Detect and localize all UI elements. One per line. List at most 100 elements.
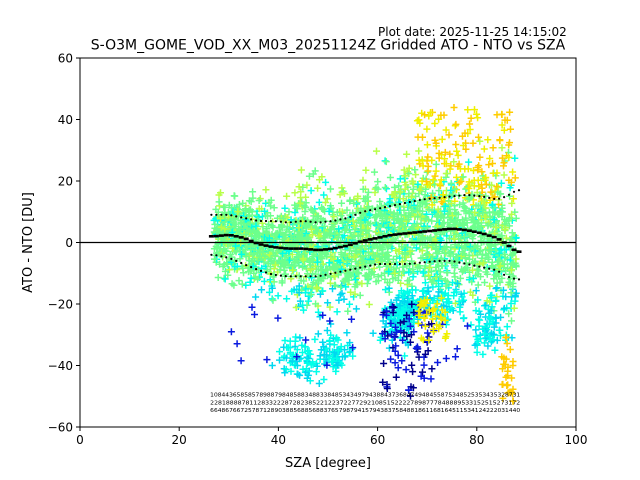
median-marker bbox=[377, 236, 383, 239]
data-point bbox=[386, 209, 394, 217]
data-point bbox=[326, 303, 334, 311]
data-point bbox=[391, 194, 399, 201]
data-point bbox=[459, 173, 467, 181]
data-point bbox=[508, 317, 515, 325]
upper-sigma-dot bbox=[468, 194, 471, 197]
data-point bbox=[362, 166, 370, 174]
data-point bbox=[508, 210, 516, 218]
data-point bbox=[449, 190, 457, 198]
data-point bbox=[288, 287, 296, 295]
lower-sigma-dot bbox=[240, 261, 243, 265]
data-point bbox=[470, 217, 478, 225]
data-point bbox=[500, 171, 508, 179]
data-point bbox=[341, 251, 349, 259]
upper-sigma-dot bbox=[453, 195, 456, 198]
median-marker bbox=[437, 228, 443, 232]
data-point bbox=[429, 253, 437, 261]
data-point bbox=[368, 269, 376, 276]
data-point bbox=[465, 185, 473, 192]
plot-date: Plot date: 2025-11-25 14:15:02 bbox=[378, 25, 567, 39]
data-point bbox=[405, 164, 413, 172]
data-point bbox=[352, 305, 360, 313]
lower-sigma-dot bbox=[235, 259, 238, 262]
upper-sigma-dot bbox=[413, 199, 416, 203]
data-point bbox=[459, 199, 467, 207]
data-point bbox=[261, 207, 269, 215]
data-point bbox=[500, 260, 508, 268]
upper-sigma-dot bbox=[245, 217, 248, 220]
median-marker bbox=[387, 234, 393, 237]
data-point bbox=[302, 285, 310, 293]
median-marker bbox=[352, 242, 358, 245]
data-point bbox=[359, 185, 367, 193]
lower-sigma-dot bbox=[458, 261, 461, 264]
data-point bbox=[381, 254, 389, 262]
x-tick-label: 0 bbox=[76, 433, 84, 447]
y-tick-label: 20 bbox=[58, 175, 73, 189]
upper-sigma-dot bbox=[309, 220, 312, 223]
median-marker bbox=[501, 241, 507, 244]
median-marker bbox=[283, 247, 289, 250]
data-point bbox=[462, 244, 469, 252]
upper-sigma-dot bbox=[433, 197, 436, 200]
data-point bbox=[214, 240, 222, 248]
data-point bbox=[245, 208, 253, 216]
upper-sigma-dot bbox=[418, 198, 421, 202]
data-point bbox=[415, 190, 423, 198]
data-point bbox=[448, 216, 455, 224]
data-point bbox=[427, 268, 435, 275]
data-point bbox=[303, 181, 311, 189]
data-point bbox=[242, 281, 250, 289]
data-point bbox=[490, 216, 498, 224]
data-point bbox=[466, 243, 474, 251]
data-point bbox=[269, 223, 277, 231]
data-point bbox=[505, 278, 513, 286]
data-point bbox=[454, 211, 462, 218]
median-marker bbox=[357, 240, 363, 243]
upper-sigma-dot bbox=[517, 189, 521, 192]
data-point bbox=[315, 277, 323, 285]
data-point bbox=[291, 209, 299, 216]
upper-sigma-dot bbox=[493, 197, 496, 200]
data-point bbox=[470, 244, 478, 252]
data-point bbox=[451, 273, 459, 281]
data-point bbox=[346, 229, 354, 237]
data-point bbox=[352, 276, 359, 284]
data-point bbox=[309, 216, 317, 224]
y-tick-label: 0 bbox=[65, 236, 73, 250]
data-point bbox=[235, 201, 243, 208]
data-point bbox=[314, 184, 322, 192]
data-point bbox=[326, 279, 334, 287]
data-point bbox=[281, 257, 289, 265]
data-point bbox=[307, 261, 314, 269]
median-marker bbox=[258, 243, 264, 246]
data-point bbox=[228, 280, 236, 288]
data-point bbox=[492, 223, 500, 231]
median-marker bbox=[288, 247, 294, 250]
lower-sigma-dot bbox=[418, 261, 421, 264]
count-row-3: 6648676672578712890388568856883765798794… bbox=[210, 408, 520, 414]
data-point bbox=[338, 282, 346, 290]
data-point bbox=[461, 254, 469, 262]
data-point bbox=[258, 219, 266, 227]
data-point bbox=[495, 249, 503, 257]
data-point bbox=[220, 245, 228, 253]
data-point bbox=[345, 246, 353, 254]
upper-sigma-dot bbox=[319, 221, 322, 224]
data-point bbox=[278, 277, 286, 285]
data-point bbox=[363, 230, 371, 238]
data-point bbox=[512, 214, 520, 222]
data-point bbox=[236, 255, 244, 263]
data-point bbox=[512, 234, 520, 242]
lower-sigma-dot bbox=[463, 262, 466, 265]
data-point bbox=[391, 183, 399, 191]
data-point bbox=[293, 205, 301, 213]
data-point bbox=[440, 219, 448, 227]
data-point bbox=[409, 273, 417, 281]
data-point bbox=[381, 184, 389, 191]
data-point bbox=[330, 255, 338, 263]
data-point bbox=[320, 270, 328, 278]
data-point bbox=[441, 276, 449, 284]
data-point bbox=[479, 206, 487, 214]
upper-sigma-dot bbox=[339, 218, 342, 221]
